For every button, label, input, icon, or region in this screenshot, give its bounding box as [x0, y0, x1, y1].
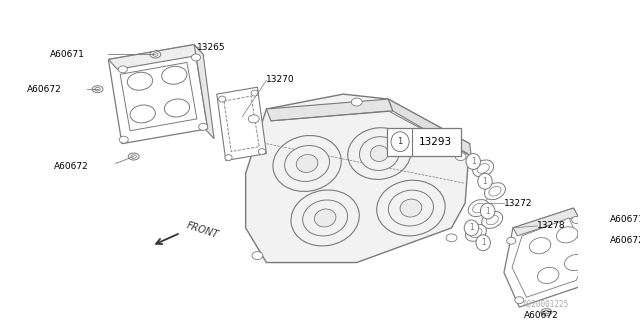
Text: A60672: A60672	[27, 85, 62, 94]
Ellipse shape	[572, 216, 580, 223]
Ellipse shape	[484, 183, 506, 200]
Ellipse shape	[273, 135, 341, 191]
Text: A60672: A60672	[54, 162, 89, 171]
Ellipse shape	[400, 199, 422, 217]
Ellipse shape	[152, 53, 158, 56]
Ellipse shape	[556, 227, 578, 243]
Ellipse shape	[303, 200, 348, 236]
Text: A60671: A60671	[610, 215, 640, 224]
Ellipse shape	[489, 187, 501, 196]
Ellipse shape	[529, 238, 551, 254]
Text: 13270: 13270	[266, 75, 295, 84]
Circle shape	[476, 235, 490, 251]
Circle shape	[481, 203, 495, 219]
Ellipse shape	[477, 164, 489, 173]
Ellipse shape	[470, 228, 482, 238]
Ellipse shape	[604, 244, 610, 247]
Polygon shape	[108, 44, 204, 69]
Ellipse shape	[465, 224, 486, 241]
Ellipse shape	[118, 66, 127, 73]
FancyBboxPatch shape	[387, 128, 461, 156]
Ellipse shape	[131, 155, 136, 158]
Ellipse shape	[388, 190, 433, 226]
Ellipse shape	[544, 310, 549, 314]
Ellipse shape	[150, 51, 161, 58]
Ellipse shape	[377, 180, 445, 236]
Text: A60672: A60672	[610, 236, 640, 245]
Ellipse shape	[95, 87, 100, 91]
Polygon shape	[108, 44, 208, 144]
Polygon shape	[388, 99, 472, 156]
Ellipse shape	[259, 148, 266, 155]
Ellipse shape	[191, 54, 200, 61]
Ellipse shape	[128, 153, 139, 160]
Ellipse shape	[252, 252, 263, 260]
Text: A60671: A60671	[50, 50, 84, 59]
Ellipse shape	[564, 254, 586, 271]
Polygon shape	[512, 218, 587, 297]
Ellipse shape	[468, 200, 489, 217]
Ellipse shape	[602, 224, 608, 228]
Text: 13265: 13265	[197, 43, 225, 52]
Ellipse shape	[486, 215, 499, 225]
Polygon shape	[120, 62, 197, 131]
Polygon shape	[246, 94, 470, 262]
Ellipse shape	[348, 128, 411, 180]
Ellipse shape	[127, 72, 152, 90]
Ellipse shape	[130, 105, 156, 123]
Text: 1: 1	[483, 177, 487, 186]
Circle shape	[466, 154, 481, 169]
Ellipse shape	[296, 155, 318, 172]
Text: 1: 1	[469, 223, 474, 232]
Ellipse shape	[162, 66, 187, 84]
Ellipse shape	[285, 146, 330, 181]
Text: A60672: A60672	[524, 310, 559, 320]
Circle shape	[464, 220, 479, 236]
Text: A020001225: A020001225	[523, 300, 569, 309]
Text: 1: 1	[397, 137, 403, 146]
Ellipse shape	[602, 242, 612, 249]
Ellipse shape	[538, 267, 559, 284]
Ellipse shape	[351, 98, 362, 106]
Text: 13278: 13278	[538, 221, 566, 230]
Polygon shape	[266, 99, 393, 121]
Text: FRONT: FRONT	[185, 220, 220, 240]
Ellipse shape	[314, 209, 336, 227]
Text: 1: 1	[485, 206, 490, 216]
Ellipse shape	[248, 115, 259, 123]
Ellipse shape	[515, 297, 524, 304]
Ellipse shape	[472, 203, 484, 213]
Text: 1: 1	[471, 157, 476, 166]
Ellipse shape	[371, 146, 388, 162]
Text: 1: 1	[481, 238, 486, 247]
Text: 13293: 13293	[419, 137, 452, 147]
Polygon shape	[513, 208, 578, 236]
Ellipse shape	[507, 237, 516, 244]
Polygon shape	[194, 44, 214, 139]
Ellipse shape	[482, 212, 502, 228]
Ellipse shape	[251, 90, 259, 96]
Ellipse shape	[541, 308, 552, 316]
Polygon shape	[217, 87, 266, 161]
Ellipse shape	[92, 86, 103, 92]
Text: 13272: 13272	[504, 199, 532, 208]
Circle shape	[391, 132, 409, 152]
Ellipse shape	[600, 222, 611, 229]
Ellipse shape	[164, 99, 189, 117]
Circle shape	[477, 173, 492, 189]
Ellipse shape	[455, 153, 466, 161]
Ellipse shape	[473, 160, 493, 177]
Ellipse shape	[119, 136, 128, 143]
Ellipse shape	[198, 123, 208, 130]
Ellipse shape	[446, 234, 457, 242]
Ellipse shape	[218, 96, 226, 102]
Ellipse shape	[291, 190, 359, 246]
Ellipse shape	[580, 266, 589, 273]
Ellipse shape	[225, 155, 232, 161]
Polygon shape	[504, 208, 596, 307]
Ellipse shape	[360, 137, 399, 171]
